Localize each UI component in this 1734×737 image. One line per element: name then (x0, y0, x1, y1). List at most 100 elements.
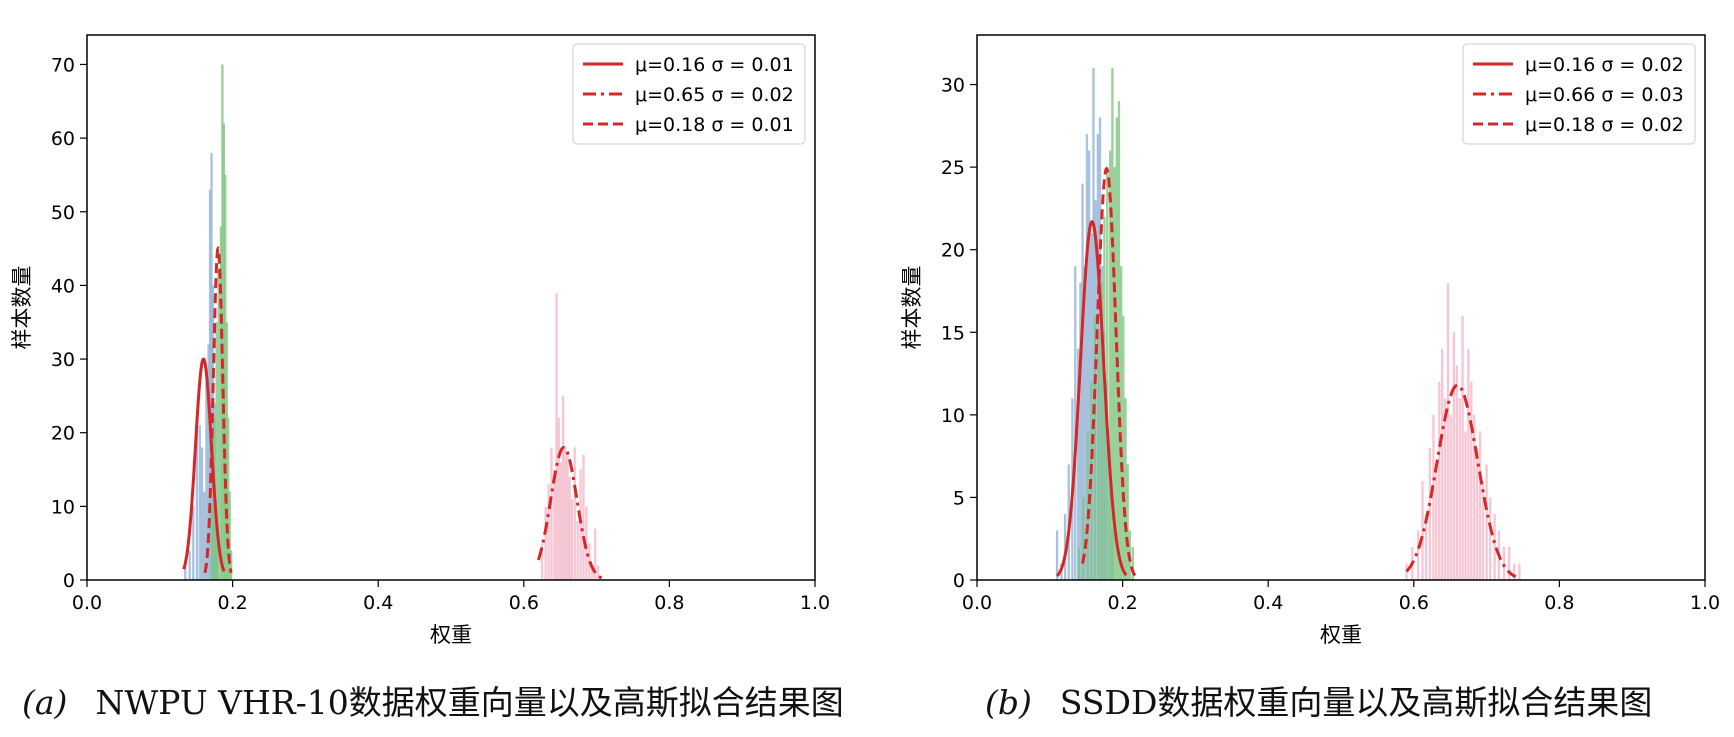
y-tick-label: 25 (941, 157, 965, 179)
chart-panel-b: 0.0 0.2 0.4 0.6 0.8 1.0 0 5 10 15 20 25 30 权重 样本数量 μ=0.… (900, 34, 1720, 647)
histogram-bar (1092, 68, 1095, 580)
histogram-bar (1461, 315, 1464, 580)
caption-a-text: NWPU VHR-10数据权重向量以及高斯拟合结果图 (95, 683, 844, 722)
legend-label: μ=0.16 σ = 0.02 (1525, 54, 1684, 76)
histogram-bar (1518, 563, 1521, 580)
histogram-bar (561, 395, 565, 580)
histogram-bar (184, 565, 187, 580)
gaussian-fit-line (182, 357, 226, 572)
histogram-bar (224, 174, 227, 580)
histogram-bar (219, 226, 223, 580)
histogram-bar (1097, 332, 1100, 580)
histogram-bar (1455, 365, 1458, 580)
histogram-bar (1489, 497, 1492, 580)
x-tick-label: 0.4 (1253, 592, 1283, 614)
histogram-bar (1508, 546, 1511, 580)
histogram-bar (1106, 167, 1109, 580)
histogram-bar (1458, 398, 1461, 580)
histogram-bar (1441, 348, 1444, 580)
histogram-bar (540, 543, 544, 580)
y-tick-label: 70 (51, 54, 75, 76)
caption-a: (a) NWPU VHR-10数据权重向量以及高斯拟合结果图 (22, 676, 844, 724)
histogram-bar (566, 454, 569, 580)
histogram-bar (200, 447, 204, 580)
histogram-bar (1473, 414, 1476, 580)
caption-a-tag: (a) (22, 683, 68, 722)
caption-b-tag: (b) (985, 683, 1032, 722)
axes-frame (976, 34, 1706, 581)
x-tick-label: 0.8 (654, 592, 684, 614)
histogram-bar (573, 447, 576, 580)
histogram-bar (1485, 464, 1488, 580)
x-tick-label: 0.8 (1544, 592, 1574, 614)
histogram-bar (1098, 117, 1102, 581)
y-tick-label: 60 (51, 128, 75, 150)
histogram-bar (229, 550, 233, 580)
histogram-bar (1432, 414, 1435, 580)
histogram-bar (1449, 414, 1453, 580)
histogram-bar (564, 447, 567, 580)
histogram-bar (585, 506, 588, 580)
histogram-bar (579, 469, 582, 580)
histogram-bar (1493, 513, 1496, 580)
histogram-bar (1124, 398, 1127, 580)
histogram-bar (1428, 447, 1431, 580)
histogram-bar (188, 550, 191, 580)
histogram-bar (1478, 431, 1482, 580)
histogram-bar (1074, 266, 1077, 580)
histogram-bar (217, 270, 220, 580)
histogram-bar (1113, 167, 1116, 580)
x-axis-label: 权重 (430, 623, 472, 647)
y-tick-label: 0 (63, 570, 75, 592)
histogram-bar (1405, 563, 1408, 580)
x-tick-label: 0.2 (1107, 592, 1137, 614)
histogram-bar (1077, 348, 1080, 580)
histogram-bar (1086, 431, 1089, 580)
y-tick-label: 50 (51, 202, 75, 224)
histogram-bar (1055, 530, 1059, 580)
y-tick-label: 10 (51, 496, 75, 518)
x-tick-label: 0.0 (72, 592, 102, 614)
histogram-bar (557, 417, 560, 580)
histogram-bar (568, 476, 571, 580)
histogram-bar (211, 506, 214, 580)
histogram-bar (215, 322, 218, 580)
y-tick-label: 40 (51, 275, 75, 297)
gaussian-fit-line (1055, 220, 1128, 578)
histogram-bar (1126, 464, 1129, 580)
histogram-bar (1438, 381, 1441, 580)
histogram-bar (559, 462, 563, 580)
legend-box (572, 43, 806, 145)
histogram-bar (222, 123, 226, 580)
y-tick-label: 20 (51, 423, 75, 445)
histogram-bar (195, 417, 199, 580)
histogram-bar (1452, 332, 1456, 580)
gaussian-fit-line (203, 245, 233, 574)
histogram-bar (1481, 480, 1485, 580)
gaussian-fit-line (1405, 383, 1517, 579)
legend-label: μ=0.18 σ = 0.02 (1525, 114, 1684, 136)
x-tick-label: 0.6 (509, 592, 539, 614)
histogram-bar (210, 152, 213, 581)
y-tick-label: 5 (953, 487, 965, 509)
x-tick-label: 0.6 (1399, 592, 1429, 614)
histogram-bar (1417, 530, 1420, 580)
gaussian-fit-line (1081, 166, 1137, 577)
histogram-bar (593, 528, 597, 580)
histogram-bar (207, 344, 210, 580)
x-axis-label: 权重 (1320, 623, 1362, 647)
histogram-bar (208, 189, 212, 580)
histogram-bar (1122, 315, 1125, 580)
histogram-bar (228, 491, 231, 580)
histogram-bar (1083, 266, 1086, 580)
caption-b-text: SSDD数据权重向量以及高斯拟合结果图 (1059, 683, 1653, 722)
y-tick-label: 30 (51, 349, 75, 371)
histogram-bar (227, 417, 230, 580)
axes-frame (86, 34, 816, 581)
legend-label: μ=0.65 σ = 0.02 (635, 84, 794, 106)
y-tick-label: 10 (941, 405, 965, 427)
histogram-bar (203, 491, 206, 580)
histogram-bar (1093, 315, 1097, 580)
x-tick-label: 0.0 (962, 592, 992, 614)
